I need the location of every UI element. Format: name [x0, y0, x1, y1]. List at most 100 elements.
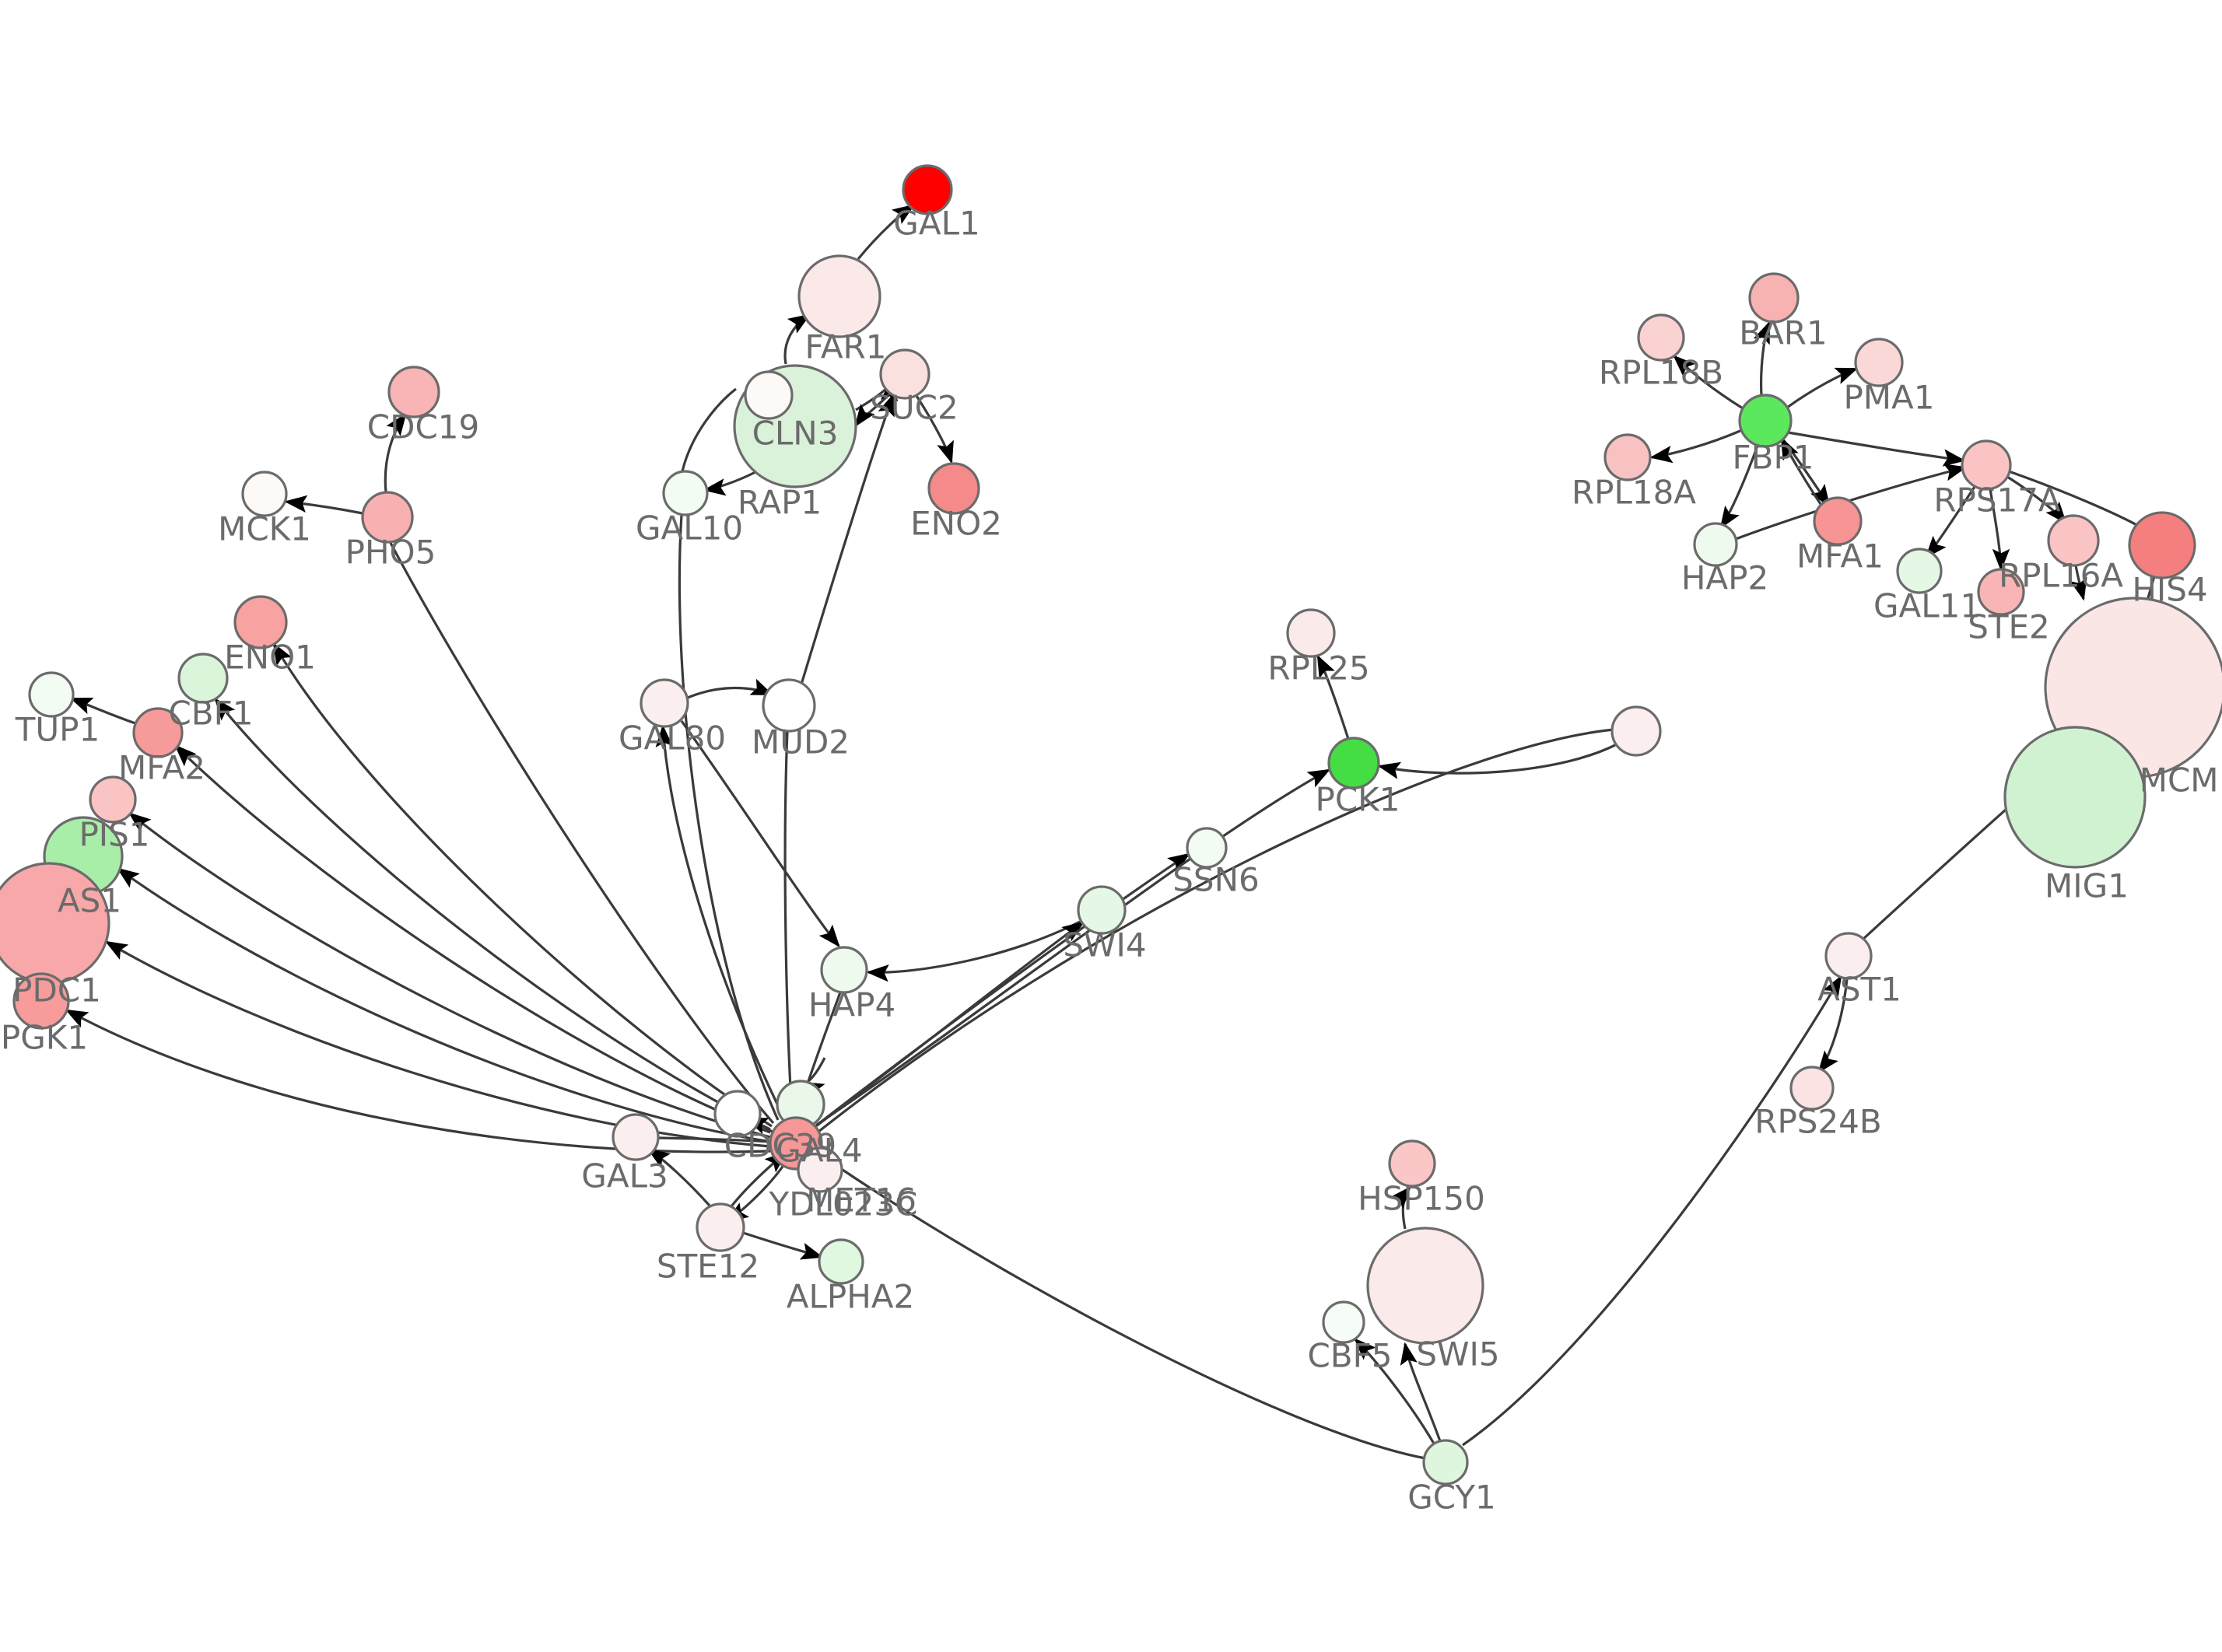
edge-fbp1-to-rps17a — [1787, 431, 1966, 467]
graph-node-alpha2[interactable] — [818, 1238, 864, 1285]
node-label-hap2: HAP2 — [1681, 559, 1768, 597]
graph-node-swi5[interactable] — [1366, 1227, 1484, 1345]
graph-node-rpl18b[interactable] — [1637, 313, 1685, 362]
graph-node-ste12[interactable] — [696, 1202, 745, 1252]
graph-node-pck1[interactable] — [1327, 737, 1380, 789]
node-label-eno1: ENO1 — [224, 639, 316, 677]
graph-node-pis1[interactable] — [89, 775, 137, 824]
graph-node-ast1[interactable] — [1824, 932, 1873, 980]
graph-node-mfa2[interactable] — [132, 707, 184, 758]
graph-node-pma1[interactable] — [1854, 338, 1904, 387]
edge-gal4-to-eno1 — [272, 642, 773, 1128]
graph-node-mig1[interactable] — [2003, 726, 2147, 869]
graph-node-gal10[interactable] — [662, 470, 709, 516]
graph-node-gal3[interactable] — [612, 1113, 660, 1161]
edge-pck1-to-rpl25 — [1316, 654, 1350, 740]
node-label-ste2: STE2 — [1968, 608, 2050, 646]
graph-node-rpl16a[interactable] — [2047, 514, 2100, 567]
graph-node-unk1[interactable] — [1610, 705, 1662, 757]
graph-node-mck1[interactable] — [241, 471, 288, 517]
graph-node-eno1[interactable] — [233, 595, 288, 649]
edge-pho5-to-cdc19 — [384, 412, 407, 493]
node-label-far1: FAR1 — [805, 328, 887, 366]
node-label-gal10: GAL10 — [636, 509, 743, 548]
edge-swi4-to-hap4 — [866, 920, 1081, 982]
edge-fbp1-to-pma1 — [1786, 367, 1859, 409]
edge-fbp1-to-hap2 — [1719, 445, 1759, 530]
node-label-fbp1: FBP1 — [1732, 439, 1814, 477]
edge-mud2-to-gal4 — [782, 730, 800, 1119]
edge-gal80-to-hap4 — [680, 720, 840, 947]
node-label-cbf5: CBF5 — [1307, 1337, 1392, 1375]
node-label-gal4: GAL4 — [776, 1132, 862, 1170]
graph-node-rap1[interactable] — [744, 370, 794, 420]
graph-node-hap4[interactable] — [820, 946, 868, 994]
graph-node-cbf5[interactable] — [1322, 1300, 1365, 1344]
graph-node-rps17a[interactable] — [1961, 439, 2012, 491]
graph-node-cdc19[interactable] — [387, 366, 440, 418]
graph-node-ydl023c[interactable] — [797, 1146, 843, 1193]
node-label-mfa1: MFA1 — [1796, 537, 1884, 576]
graph-node-mud2[interactable] — [762, 678, 816, 733]
node-label-gal1: GAL1 — [893, 205, 980, 243]
graph-node-gal11[interactable] — [1896, 548, 1943, 594]
node-label-pma1: PMA1 — [1843, 379, 1934, 417]
graph-node-rpl25[interactable] — [1286, 608, 1336, 658]
edge-gal4-to-gal10 — [678, 514, 780, 1121]
node-label-pho5: PHO5 — [345, 534, 436, 572]
node-label-suc2: SUC2 — [870, 389, 958, 427]
edge-fbp1-to-bar1 — [1753, 320, 1771, 397]
node-label-hap4: HAP4 — [808, 986, 895, 1024]
graph-node-tup1[interactable] — [28, 671, 75, 718]
node-label-rps17a: RPS17A — [1933, 481, 2061, 520]
edge-rps17a-to-ste2 — [1989, 488, 2010, 572]
node-label-rpl25: RPL25 — [1267, 649, 1369, 688]
graph-node-mfa1[interactable] — [1813, 496, 1863, 546]
graph-node-swi4[interactable] — [1077, 885, 1127, 935]
node-label-pck1: PCK1 — [1316, 781, 1400, 819]
node-label-eno2: ENO2 — [910, 505, 1002, 543]
node-label-rps24b: RPS24B — [1754, 1103, 1881, 1141]
graph-node-eno2[interactable] — [927, 462, 980, 515]
graph-node-cdc39[interactable] — [713, 1090, 762, 1138]
node-label-gal3: GAL3 — [581, 1157, 668, 1195]
graph-node-hsp150[interactable] — [1388, 1139, 1436, 1188]
node-label-cln3: CLN3 — [752, 415, 839, 453]
graph-node-fbp1[interactable] — [1738, 394, 1793, 448]
edge-mfa1-to-fbp1 — [1780, 436, 1822, 505]
graph-node-hap2[interactable] — [1693, 522, 1738, 567]
node-label-ast1: AST1 — [1817, 971, 1901, 1009]
edge-gal4-to-pho5 — [389, 542, 775, 1125]
graph-node-cbf1[interactable] — [177, 653, 229, 704]
graph-node-gcy1[interactable] — [1422, 1439, 1469, 1486]
node-label-as1: AS1 — [58, 882, 121, 920]
edge-gal4-to-gal80 — [655, 724, 786, 1119]
graph-node-pho5[interactable] — [361, 491, 414, 544]
node-label-his4: HIS4 — [2132, 571, 2207, 609]
graph-node-suc2[interactable] — [879, 348, 931, 400]
edge-gcy1-to-ast1 — [1462, 975, 1842, 1447]
node-label-ste12: STE12 — [657, 1248, 759, 1286]
graph-node-rpl18a[interactable] — [1603, 433, 1652, 481]
graph-node-ste2[interactable] — [1977, 568, 2025, 616]
node-label-pdc1: PDC1 — [12, 971, 101, 1010]
graph-node-bar1[interactable] — [1748, 272, 1800, 324]
node-label-ssn6: SSN6 — [1172, 861, 1259, 899]
edge-gal4-to-unk1 — [818, 728, 1614, 1133]
graph-node-far1[interactable] — [797, 254, 881, 338]
graph-node-rps24b[interactable] — [1789, 1066, 1835, 1111]
graph-node-gal1[interactable] — [902, 164, 953, 215]
node-label-rpl18a: RPL18A — [1572, 474, 1696, 512]
graph-node-pgk1[interactable] — [12, 972, 70, 1030]
graph-node-gal80[interactable] — [640, 678, 689, 728]
graph-node-his4[interactable] — [2128, 511, 2196, 579]
node-label-pgk1: PGK1 — [1, 1019, 88, 1057]
graph-node-ssn6[interactable] — [1186, 827, 1228, 869]
edge-hap2-to-rps17a — [1735, 464, 1968, 541]
node-label-mfa2: MFA2 — [118, 749, 205, 787]
edge-gal4-to-mfa2 — [174, 744, 771, 1134]
edge-ste12-to-alpha2 — [742, 1231, 824, 1260]
